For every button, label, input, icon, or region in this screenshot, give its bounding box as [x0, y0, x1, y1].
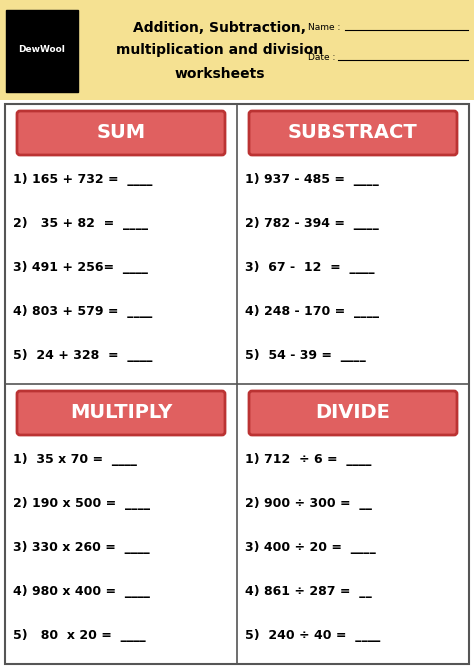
- Text: 1) 165 + 732 =  ____: 1) 165 + 732 = ____: [13, 174, 152, 186]
- Text: DIVIDE: DIVIDE: [316, 403, 391, 422]
- Text: 3) 400 ÷ 20 =  ____: 3) 400 ÷ 20 = ____: [245, 542, 376, 554]
- Text: 5)  24 + 328  =  ____: 5) 24 + 328 = ____: [13, 349, 152, 363]
- Text: SUBSTRACT: SUBSTRACT: [288, 124, 418, 142]
- Text: 1) 937 - 485 =  ____: 1) 937 - 485 = ____: [245, 174, 379, 186]
- Text: MULTIPLY: MULTIPLY: [70, 403, 172, 422]
- Text: Name :: Name :: [308, 23, 340, 33]
- FancyBboxPatch shape: [17, 391, 225, 435]
- Text: 4) 248 - 170 =  ____: 4) 248 - 170 = ____: [245, 305, 379, 319]
- FancyBboxPatch shape: [249, 391, 457, 435]
- Text: 5)  54 - 39 =  ____: 5) 54 - 39 = ____: [245, 349, 366, 363]
- FancyBboxPatch shape: [17, 111, 225, 155]
- Text: DewWool: DewWool: [18, 45, 65, 55]
- Text: 2)   35 + 82  =  ____: 2) 35 + 82 = ____: [13, 218, 148, 230]
- Text: 4) 980 x 400 =  ____: 4) 980 x 400 = ____: [13, 585, 150, 599]
- Text: 2) 782 - 394 =  ____: 2) 782 - 394 = ____: [245, 218, 379, 230]
- Text: 2) 190 x 500 =  ____: 2) 190 x 500 = ____: [13, 498, 150, 510]
- Text: 3) 491 + 256=  ____: 3) 491 + 256= ____: [13, 261, 148, 275]
- Bar: [6, 10, 78, 92]
- Text: 1)  35 x 70 =  ____: 1) 35 x 70 = ____: [13, 454, 137, 466]
- Text: 3) 330 x 260 =  ____: 3) 330 x 260 = ____: [13, 542, 150, 554]
- Text: SUM: SUM: [96, 124, 146, 142]
- FancyBboxPatch shape: [249, 111, 457, 155]
- Text: 4) 803 + 579 =  ____: 4) 803 + 579 = ____: [13, 305, 152, 319]
- Text: 3)  67 -  12  =  ____: 3) 67 - 12 = ____: [245, 261, 374, 275]
- Text: 5)   80  x 20 =  ____: 5) 80 x 20 = ____: [13, 629, 146, 643]
- Text: 5)  240 ÷ 40 =  ____: 5) 240 ÷ 40 = ____: [245, 629, 380, 643]
- Text: Date :: Date :: [308, 53, 336, 63]
- Text: Addition, Subtraction,: Addition, Subtraction,: [134, 21, 307, 35]
- Text: multiplication and division: multiplication and division: [117, 43, 324, 57]
- Text: 4) 861 ÷ 287 =  __: 4) 861 ÷ 287 = __: [245, 585, 372, 599]
- Text: worksheets: worksheets: [175, 67, 265, 81]
- Text: 1) 712  ÷ 6 =  ____: 1) 712 ÷ 6 = ____: [245, 454, 371, 466]
- Text: 2) 900 ÷ 300 =  __: 2) 900 ÷ 300 = __: [245, 498, 372, 510]
